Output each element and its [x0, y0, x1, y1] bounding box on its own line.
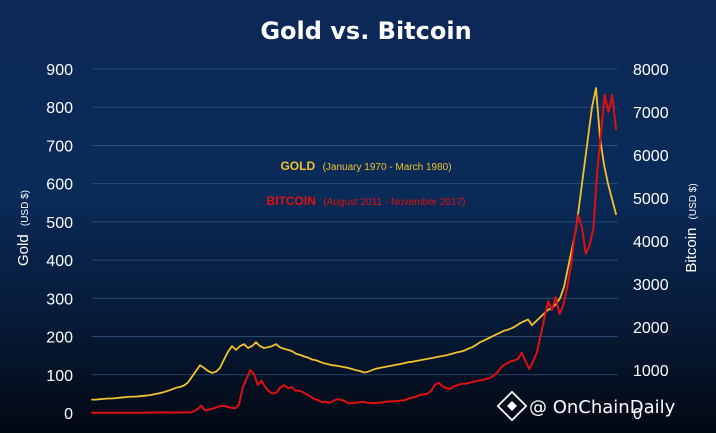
left-axis-label-name: Gold [15, 234, 32, 266]
chart-title: Gold vs. Bitcoin [260, 17, 471, 45]
legend-bitcoin: BITCOIN (August 2011 - November 2017) [267, 192, 466, 209]
gold-line [91, 87, 617, 401]
left-tick-label: 600 [46, 177, 73, 194]
left-tick-label: 0 [64, 406, 73, 423]
right-axis-label: Bitcoin (USD $) [683, 183, 700, 272]
legend-gold-name: GOLD [280, 159, 315, 173]
bitcoin-line [91, 93, 617, 414]
left-tick-label: 200 [46, 330, 73, 347]
left-tick-label: 400 [46, 253, 73, 270]
binance-diamond-icon [496, 390, 528, 422]
gold-series [91, 87, 617, 401]
right-tick-label: 5000 [633, 191, 669, 208]
legend-gold-period: (January 1970 - March 1980) [323, 162, 452, 173]
left-tick-label: 900 [46, 62, 73, 79]
left-tick-label: 700 [46, 138, 73, 155]
legend-bitcoin-period: (August 2011 - November 2017) [323, 197, 465, 208]
right-tick-label: 8000 [633, 62, 669, 79]
right-tick-label: 6000 [633, 148, 669, 165]
right-axis-ticks: 0 1000 2000 3000 4000 5000 6000 7000 8000 [633, 62, 669, 423]
gridlines [92, 68, 618, 376]
left-tick-label: 800 [46, 100, 73, 117]
legend-bitcoin-name: BITCOIN [267, 194, 316, 208]
watermark-text: @ OnChainDaily [529, 397, 676, 418]
right-tick-label: 0 [633, 406, 642, 423]
right-tick-label: 1000 [633, 363, 669, 380]
left-tick-label: 500 [46, 215, 73, 232]
left-axis-ticks: 0 100 200 300 400 500 600 700 800 900 [46, 62, 73, 423]
watermark: @ OnChainDaily [496, 390, 676, 422]
bitcoin-series [91, 93, 617, 414]
right-tick-label: 7000 [633, 105, 669, 122]
right-tick-label: 2000 [633, 320, 669, 337]
right-tick-label: 4000 [633, 234, 669, 251]
legend-gold: GOLD (January 1970 - March 1980) [280, 157, 451, 174]
left-axis-unit: (USD $) [20, 190, 31, 226]
right-tick-label: 3000 [633, 277, 669, 294]
right-axis-unit: (USD $) [688, 183, 699, 219]
left-tick-label: 300 [46, 291, 73, 308]
left-axis-label: Gold (USD $) [15, 190, 32, 266]
left-tick-label: 100 [46, 368, 73, 385]
right-axis-label-name: Bitcoin [683, 228, 700, 273]
